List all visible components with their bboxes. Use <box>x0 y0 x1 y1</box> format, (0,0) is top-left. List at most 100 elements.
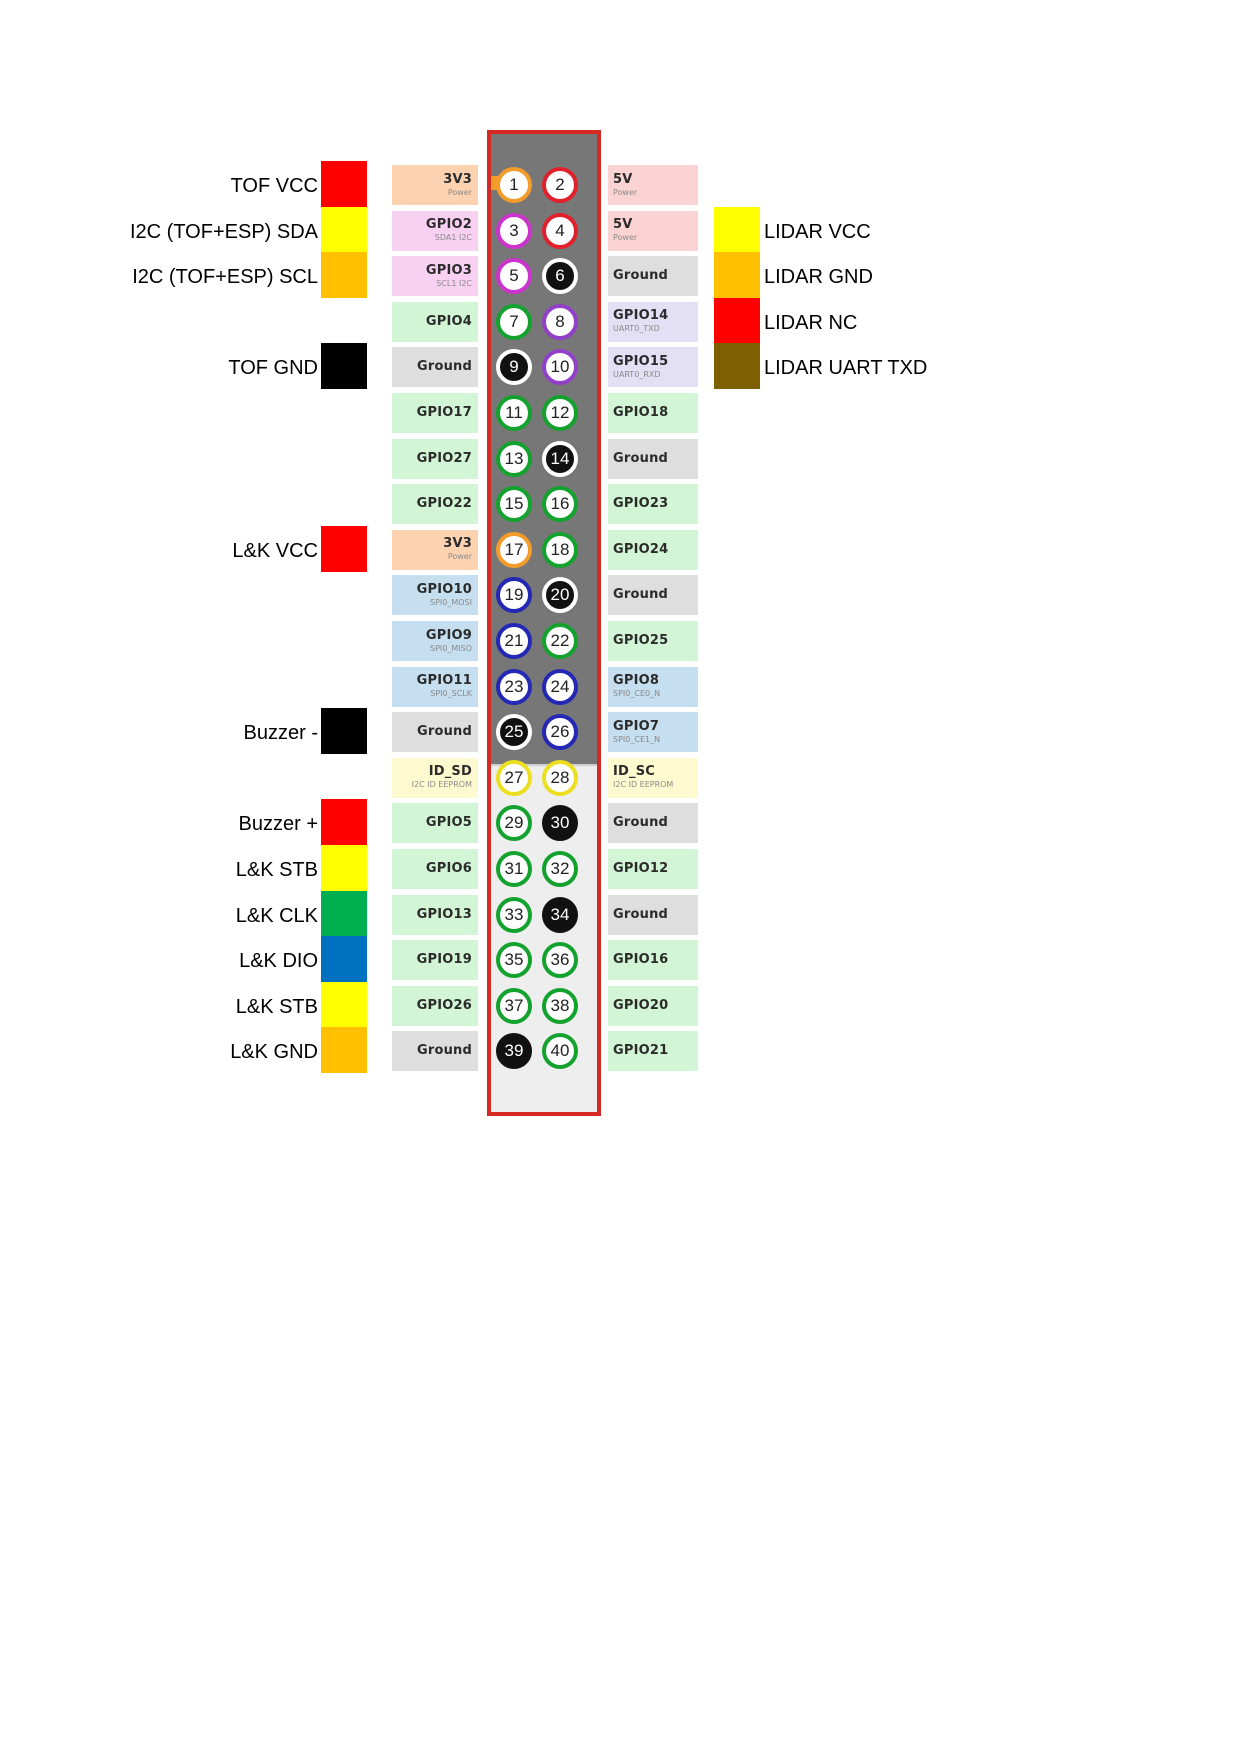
pin-label-32: GPIO12 <box>608 849 698 889</box>
pin-2: 2 <box>542 167 578 203</box>
connection-label: Buzzer + <box>238 813 318 836</box>
color-swatch <box>714 206 760 253</box>
connection-label: LIDAR GND <box>764 266 873 289</box>
pin-21: 21 <box>496 623 532 659</box>
pin-label-40: GPIO21 <box>608 1031 698 1072</box>
pin-label-27: ID_SD I2C ID EEPROM <box>392 757 478 798</box>
pin-function: Power <box>447 187 472 197</box>
pin-name: GPIO10 <box>416 581 472 597</box>
pin-function: SPI0_MOSI <box>430 597 472 607</box>
pin-name: Ground <box>613 906 669 922</box>
color-swatch <box>321 252 367 299</box>
pin-name: GPIO23 <box>613 496 669 512</box>
pin-name: 3V3 <box>443 536 472 552</box>
color-swatch <box>321 845 367 891</box>
pin-label-8: GPIO14 UART0_TXD <box>608 301 698 342</box>
pin-function: SPI0_MISO <box>430 643 472 653</box>
pin-name: GPIO18 <box>613 405 669 420</box>
pin-name: GPIO7 <box>613 718 660 734</box>
connection-label: L&K STB <box>235 995 318 1018</box>
pin-3: 3 <box>496 212 532 249</box>
pin-label-31: GPIO6 <box>392 849 478 889</box>
pin-function: UART0_RXD <box>613 369 661 379</box>
pin-name: 5V <box>613 171 633 187</box>
pin-22: 22 <box>542 623 578 659</box>
connection-label: TOF GND <box>228 357 318 380</box>
pin-name: GPIO24 <box>613 541 669 557</box>
connection-label: LIDAR NC <box>764 311 858 334</box>
pin-24: 24 <box>542 668 578 705</box>
pin-name: GPIO15 <box>613 353 669 369</box>
pin-label-13: GPIO27 <box>392 438 478 479</box>
pin-label-33: GPIO13 <box>392 894 478 935</box>
pin-36: 36 <box>542 942 578 979</box>
pin-name: GPIO6 <box>425 861 472 876</box>
pin-14: 14 <box>542 440 578 477</box>
connection-label: LIDAR UART TXD <box>764 357 928 380</box>
pin-label-11: GPIO17 <box>392 393 478 433</box>
pin-16: 16 <box>542 486 578 523</box>
pin-37: 37 <box>496 987 532 1024</box>
pin-function: SCL1 I2C <box>436 278 472 288</box>
pin-function: Power <box>447 552 472 562</box>
pin-label-19: GPIO10 SPI0_MOSI <box>392 575 478 616</box>
pin-name: Ground <box>416 1043 472 1059</box>
pin-label-14: Ground <box>608 438 698 479</box>
pin-label-28: ID_SC I2C ID EEPROM <box>608 757 698 798</box>
color-swatch <box>321 525 367 572</box>
pin-label-7: GPIO4 <box>392 301 478 342</box>
pin-function: I2C ID EEPROM <box>613 780 674 790</box>
pin-function: Power <box>613 187 638 197</box>
pin-name: Ground <box>613 268 669 284</box>
color-swatch <box>714 297 760 344</box>
pin-label-21: GPIO9 SPI0_MISO <box>392 621 478 661</box>
pin-name: GPIO3 <box>425 262 472 278</box>
pin-function: I2C ID EEPROM <box>411 780 472 790</box>
pin-name: GPIO2 <box>425 217 472 233</box>
pin-label-24: GPIO8 SPI0_CE0_N <box>608 666 698 707</box>
connection-label: L&K VCC <box>232 539 318 562</box>
pin-function: SDA1 I2C <box>434 233 472 243</box>
pin-function: SPI0_SCLK <box>430 689 472 699</box>
connection-label: TOF VCC <box>230 175 318 197</box>
pin-name: GPIO12 <box>613 861 669 876</box>
color-swatch <box>321 1027 367 1074</box>
connection-label: L&K DIO <box>239 950 318 973</box>
pin-label-37: GPIO26 <box>392 985 478 1026</box>
color-swatch <box>321 161 367 207</box>
pin-label-29: GPIO5 <box>392 803 478 844</box>
pin-29: 29 <box>496 805 532 842</box>
connection-label: LIDAR VCC <box>764 220 871 243</box>
pin-15: 15 <box>496 486 532 523</box>
pin-name: Ground <box>416 359 472 375</box>
pin-12: 12 <box>542 395 578 431</box>
pin-23: 23 <box>496 668 532 705</box>
pin-9: 9 <box>496 349 532 386</box>
pin-11: 11 <box>496 395 532 431</box>
pin-label-25: Ground <box>392 712 478 753</box>
pin-7: 7 <box>496 303 532 340</box>
color-swatch <box>321 936 367 983</box>
pin-label-2: 5V Power <box>608 165 698 205</box>
pin-27: 27 <box>496 759 532 796</box>
pin-label-34: Ground <box>608 894 698 935</box>
pin-label-23: GPIO11 SPI0_SCLK <box>392 666 478 707</box>
pin-label-3: GPIO2 SDA1 I2C <box>392 210 478 251</box>
pin-32: 32 <box>542 851 578 887</box>
pin-label-38: GPIO20 <box>608 985 698 1026</box>
pin-19: 19 <box>496 577 532 614</box>
header-section-divider <box>491 764 597 766</box>
pin-8: 8 <box>542 303 578 340</box>
connection-label: I2C (TOF+ESP) SCL <box>132 266 318 289</box>
pin-6: 6 <box>542 258 578 295</box>
pin-label-4: 5V Power <box>608 210 698 251</box>
pin-label-9: Ground <box>392 347 478 388</box>
color-swatch <box>321 981 367 1028</box>
color-swatch <box>321 890 367 937</box>
pin-name: GPIO27 <box>416 450 472 466</box>
connection-label: Buzzer - <box>243 722 318 745</box>
pin-name: ID_SC <box>613 764 656 780</box>
pin-name: Ground <box>416 724 472 740</box>
pin-18: 18 <box>542 531 578 568</box>
